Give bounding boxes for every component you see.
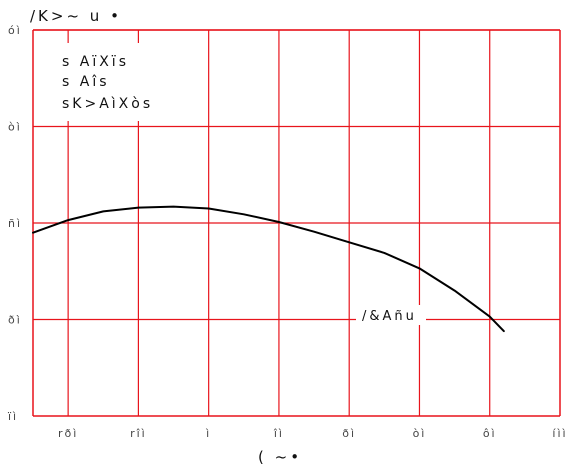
- y-tick-label: ñì: [8, 217, 22, 230]
- annotation-background: [356, 305, 426, 325]
- x-tick-labels: rðì rîì ì îì ðì òì ôì íìì: [58, 427, 567, 440]
- series-line: [32, 205, 505, 333]
- legend-line-1: s AïXïs: [62, 54, 129, 70]
- legend-line-3: sK>AìXòs: [62, 96, 153, 112]
- y-tick-label: òì: [8, 121, 22, 134]
- x-tick-label: òì: [413, 427, 427, 440]
- legend-line-2: s Aîs: [62, 74, 110, 90]
- x-tick-label: íìì: [552, 427, 567, 440]
- y-axis-label: /K>~ u •: [30, 7, 122, 25]
- x-tick-label: ì: [205, 427, 211, 440]
- x-tick-label: rîì: [130, 427, 147, 440]
- x-tick-label: rðì: [58, 427, 78, 440]
- y-tick-label: ðì: [8, 314, 22, 327]
- y-tick-labels: óì òì ñì ðì ïì: [7, 24, 22, 423]
- series-group: [32, 205, 505, 333]
- y-tick-label: ïì: [7, 410, 18, 423]
- x-axis-label: ( ~•: [258, 448, 302, 466]
- x-tick-label: ôì: [483, 427, 497, 440]
- grid-lines: [32, 29, 561, 417]
- series-annotation: /&Añu: [362, 309, 417, 324]
- legend-box: [47, 43, 169, 121]
- x-tick-label: îì: [273, 427, 284, 440]
- x-tick-label: ðì: [342, 427, 356, 440]
- y-tick-label: óì: [8, 24, 22, 37]
